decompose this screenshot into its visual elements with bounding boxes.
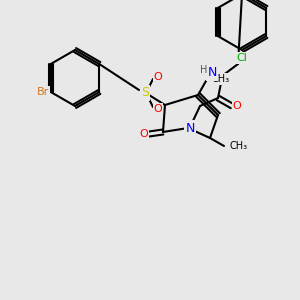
Text: Br: Br	[37, 87, 49, 97]
Text: N: N	[207, 67, 217, 80]
Text: Cl: Cl	[237, 53, 248, 63]
Text: O: O	[154, 72, 162, 82]
Text: O: O	[232, 101, 242, 111]
Text: O: O	[140, 129, 148, 139]
Text: CH₃: CH₃	[230, 141, 248, 151]
Text: S: S	[141, 86, 149, 100]
Text: CH₃: CH₃	[212, 74, 230, 84]
Text: H: H	[200, 65, 208, 75]
Text: N: N	[185, 122, 195, 134]
Text: O: O	[154, 104, 162, 114]
